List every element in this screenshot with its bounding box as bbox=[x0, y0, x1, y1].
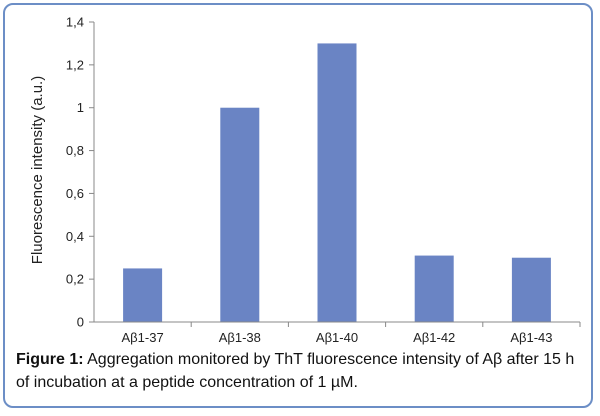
y-tick-label: 0 bbox=[77, 315, 84, 330]
x-tick-label: Aβ1-38 bbox=[219, 330, 261, 345]
bar bbox=[414, 255, 454, 322]
x-tick-label: Aβ1-40 bbox=[316, 330, 358, 345]
figure-caption: Figure 1: Aggregation monitored by ThT f… bbox=[16, 348, 586, 394]
y-tick-label: 0,4 bbox=[66, 229, 84, 244]
x-axis-ticks: Aβ1-37 Aβ1-38 Aβ1-40 Aβ1-42 Aβ1-43 bbox=[122, 322, 581, 345]
y-tick-label: 0,2 bbox=[66, 272, 84, 287]
caption-text: Aggregation monitored by ThT fluorescenc… bbox=[16, 351, 575, 391]
x-tick-label: Aβ1-42 bbox=[413, 330, 455, 345]
x-tick-label: Aβ1-43 bbox=[510, 330, 552, 345]
y-tick-label: 1 bbox=[77, 100, 84, 115]
figure-frame bbox=[3, 3, 593, 408]
y-tick-label: 0,6 bbox=[66, 186, 84, 201]
y-tick-label: 1,4 bbox=[66, 15, 84, 30]
y-axis-ticks: 0 0,2 0,4 0,6 0,8 1 1,2 1,4 bbox=[66, 15, 94, 330]
y-tick-label: 1,2 bbox=[66, 57, 84, 72]
bar bbox=[511, 257, 551, 322]
y-axis-title: Fluorescence intensity (a.u.) bbox=[29, 76, 46, 264]
bar bbox=[317, 43, 357, 323]
y-tick-label: 0,8 bbox=[66, 143, 84, 158]
caption-label: Figure 1: bbox=[16, 351, 84, 368]
x-tick-label: Aβ1-37 bbox=[122, 330, 164, 345]
bar bbox=[220, 107, 260, 322]
bars bbox=[123, 43, 551, 323]
bar bbox=[123, 268, 163, 322]
bar-chart: 00,20,40,60,811,21,4 Aβ1-37 Aβ1-38 Aβ1-40 A… bbox=[29, 15, 581, 345]
